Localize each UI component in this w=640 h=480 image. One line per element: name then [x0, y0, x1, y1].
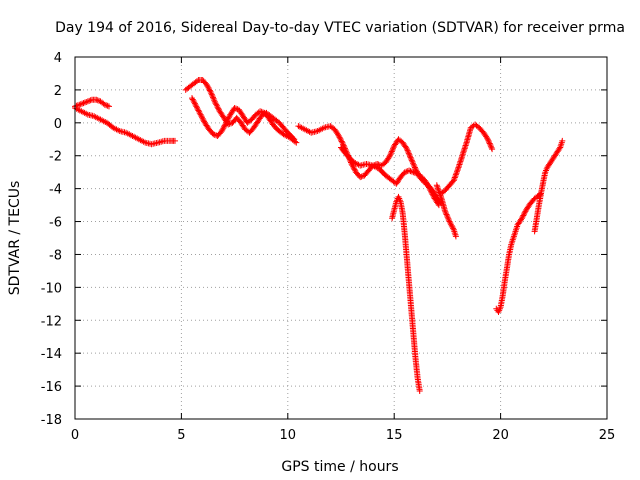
series-pass-06: [338, 144, 442, 209]
series-pass-10: [493, 190, 544, 315]
plot-frame: [74, 56, 608, 420]
y-tick-labels: -18 -16 -14 -12 -10 -8 -6 -4 -2 0 2 4: [41, 51, 62, 428]
y-tick-label: -10: [41, 281, 62, 296]
series-pass-09: [433, 182, 459, 240]
y-tick-label: 0: [54, 117, 62, 132]
y-tick-label: -4: [49, 183, 62, 198]
x-tick-label: 10: [280, 428, 297, 443]
x-tick-label: 0: [71, 428, 79, 443]
x-tick-label: 20: [492, 428, 509, 443]
data-point-markers: [338, 144, 442, 209]
data-point-markers: [433, 182, 459, 240]
y-tick-label: -18: [41, 413, 62, 428]
data-point-markers: [389, 193, 423, 394]
series-pass-07: [389, 193, 423, 394]
y-axis-label: SDTVAR / TECUs: [7, 181, 23, 296]
y-tick-label: -2: [49, 150, 62, 165]
x-tick-labels: 0 5 10 15 20 25: [71, 428, 615, 443]
data-point-markers: [531, 137, 566, 235]
y-tick-label: 4: [54, 51, 62, 66]
x-tick-label: 5: [177, 428, 185, 443]
x-tick-label: 15: [386, 428, 403, 443]
y-tick-label: -14: [41, 347, 62, 362]
data-point-markers: [493, 190, 544, 315]
y-tick-label: -12: [41, 314, 62, 329]
grid: [75, 57, 607, 419]
y-tick-label: -16: [41, 380, 62, 395]
data-points: [72, 77, 566, 394]
y-tick-label: 2: [54, 84, 62, 99]
chart-title: Day 194 of 2016, Sidereal Day-to-day VTE…: [55, 20, 625, 36]
data-point-markers: [189, 95, 300, 146]
series-pass-11: [531, 137, 566, 235]
series-pass-04: [189, 95, 300, 146]
axis-ticks: [74, 56, 608, 420]
y-tick-label: -8: [49, 248, 62, 263]
y-tick-label: -6: [49, 216, 62, 231]
x-axis-label: GPS time / hours: [281, 459, 398, 475]
x-tick-label: 25: [599, 428, 616, 443]
